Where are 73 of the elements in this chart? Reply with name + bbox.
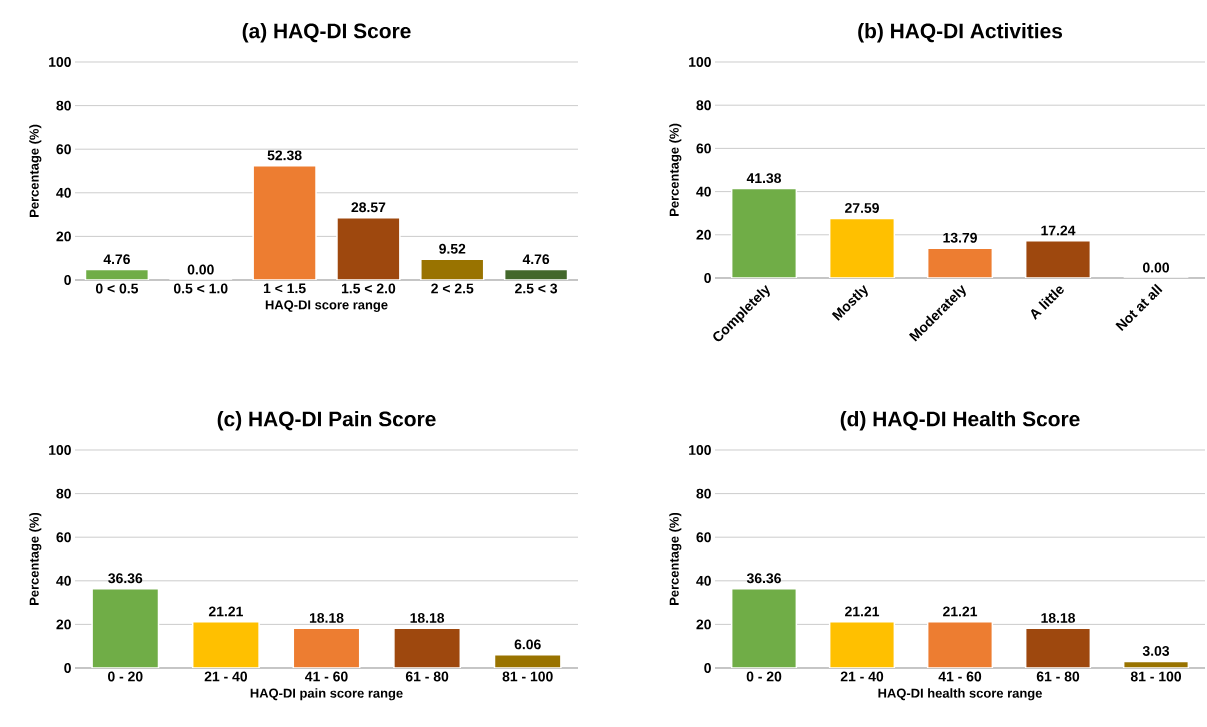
x-tick-label: 81 - 100	[502, 671, 553, 682]
y-tick-label: 20	[696, 229, 711, 240]
y-axis-title: Percentage (%)	[29, 512, 42, 605]
y-tick-label: 40	[696, 186, 711, 197]
x-tick-label: 2 < 2.5	[431, 283, 474, 294]
y-tick-label: 20	[696, 619, 711, 630]
x-tick-label: 61 - 80	[1036, 671, 1080, 682]
y-tick-label: 80	[696, 488, 711, 499]
data-label: 4.76	[103, 254, 130, 265]
y-tick-label: 60	[56, 532, 71, 543]
x-tick-label: 0.5 < 1.0	[173, 283, 228, 294]
data-label: 18.18	[309, 612, 344, 623]
data-label: 9.52	[439, 243, 466, 254]
x-tick-label: 1.5 < 2.0	[341, 283, 396, 294]
x-tick-label: 41 - 60	[938, 671, 982, 682]
y-tick-label: 80	[56, 100, 71, 111]
x-tick-label: 21 - 40	[204, 671, 248, 682]
data-label: 17.24	[1041, 225, 1076, 236]
data-label: 18.18	[410, 612, 445, 623]
y-tick-label: 60	[56, 144, 71, 155]
x-tick-label: 41 - 60	[305, 671, 348, 682]
chart-title: (d) HAQ-DI Health Score	[840, 411, 1080, 431]
data-label: 0.00	[1142, 262, 1170, 273]
y-tick-label: 100	[49, 445, 71, 455]
data-label: 21.21	[208, 606, 243, 617]
data-label: 0.00	[187, 264, 214, 275]
x-axis-title: HAQ-DI score range	[265, 300, 388, 313]
chart-title: (a) HAQ-DI Score	[242, 23, 411, 43]
data-label: 13.79	[943, 232, 977, 243]
y-tick-label: 40	[56, 575, 71, 586]
x-tick-label: 0 - 20	[108, 671, 143, 682]
data-label: 36.36	[746, 573, 781, 584]
x-tick-label: 81 - 100	[1130, 671, 1182, 682]
y-tick-label: 60	[696, 532, 711, 543]
y-tick-label: 100	[49, 57, 71, 67]
x-tick-label: 0 < 0.5	[95, 283, 139, 294]
data-label: 21.21	[943, 606, 978, 617]
y-tick-label: 0	[704, 663, 711, 673]
data-label: 52.38	[267, 150, 302, 161]
y-axis-title: Percentage (%)	[669, 512, 682, 605]
x-axis-title: HAQ-DI health score range	[878, 688, 1042, 701]
data-label: 6.06	[514, 639, 541, 650]
x-tick-label: 61 - 80	[405, 671, 449, 682]
data-label: 3.03	[1142, 645, 1170, 656]
y-tick-label: 0	[64, 663, 71, 673]
data-label: 18.18	[1041, 612, 1076, 623]
data-label: 27.59	[845, 203, 879, 213]
x-tick-label: Not at all	[1115, 283, 1163, 332]
y-tick-label: 40	[56, 187, 71, 198]
data-label: 41.38	[746, 173, 782, 184]
x-tick-label: 21 - 40	[840, 671, 884, 682]
x-tick-label: 1 < 1.5	[263, 283, 306, 294]
y-tick-label: 80	[696, 100, 711, 111]
y-axis-title: Percentage (%)	[29, 124, 42, 217]
data-label: 21.21	[845, 606, 880, 617]
data-label: 28.57	[351, 202, 386, 213]
y-tick-label: 20	[56, 231, 71, 242]
x-tick-label: 2.5 < 3	[515, 283, 558, 294]
y-tick-label: 100	[689, 57, 711, 67]
data-label: 4.76	[522, 254, 550, 265]
y-axis-title: Percentage (%)	[669, 123, 682, 216]
y-tick-label: 40	[696, 575, 711, 586]
y-tick-label: 0	[704, 273, 711, 283]
data-label: 36.36	[108, 573, 143, 584]
x-axis-title: HAQ-DI pain score range	[250, 688, 403, 701]
x-tick-label: 0 - 20	[746, 671, 782, 682]
y-tick-label: 0	[64, 275, 71, 285]
y-tick-label: 60	[696, 143, 711, 154]
y-tick-label: 100	[689, 445, 711, 455]
chart-title: (c) HAQ-DI Pain Score	[217, 411, 436, 431]
y-tick-label: 20	[56, 619, 71, 630]
chart-title: (b) HAQ-DI Activities	[858, 23, 1063, 43]
y-tick-label: 80	[56, 488, 71, 499]
